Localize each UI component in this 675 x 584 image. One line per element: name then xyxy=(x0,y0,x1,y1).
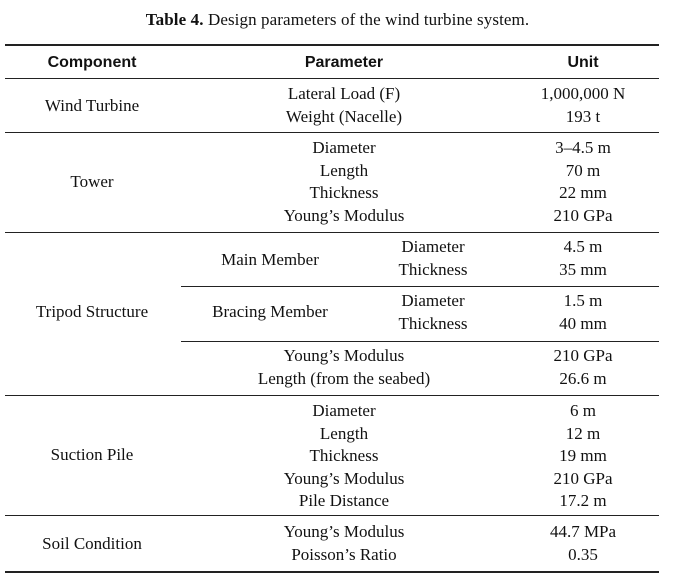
unit-cell: 17.2 m xyxy=(559,491,607,510)
table-top-rule xyxy=(5,44,659,46)
header-rule xyxy=(5,78,659,79)
parameter-cell: Young’s Modulus xyxy=(283,346,405,365)
parameter-cell: Thickness xyxy=(398,313,468,333)
wind-turbine-parameters: Lateral Load (F) Weight (Nacelle) xyxy=(286,83,402,128)
row-divider xyxy=(5,515,659,516)
table-caption: Table 4. Design parameters of the wind t… xyxy=(0,10,675,30)
bracing-member-units: 1.5 m 40 mm xyxy=(559,290,607,335)
parameter-cell: Diameter xyxy=(312,401,376,420)
parameter-cell: Diameter xyxy=(312,138,376,157)
header-unit: Unit xyxy=(567,54,599,71)
main-member-units: 4.5 m 35 mm xyxy=(559,236,607,281)
component-tower: Tower xyxy=(70,172,114,191)
unit-cell: 1.5 m xyxy=(563,291,603,310)
parameter-cell: Length (from the seabed) xyxy=(257,368,431,388)
table-caption-text: Design parameters of the wind turbine sy… xyxy=(207,10,530,29)
main-member-parameters: Diameter Thickness xyxy=(399,236,468,281)
unit-cell: 26.6 m xyxy=(559,368,607,388)
bracing-member-label: Bracing Member xyxy=(212,302,328,321)
row-divider xyxy=(5,132,659,133)
parameter-cell: Weight (Nacelle) xyxy=(285,106,403,126)
parameter-cell: Young’s Modulus xyxy=(283,205,405,225)
header-parameter: Parameter xyxy=(304,54,384,71)
table-bottom-rule xyxy=(5,571,659,573)
main-member-label: Main Member xyxy=(221,250,319,269)
component-wind-turbine: Wind Turbine xyxy=(44,96,140,115)
unit-cell: 44.7 MPa xyxy=(549,522,617,541)
table-caption-label: Table 4. xyxy=(145,10,204,29)
row-divider xyxy=(5,232,659,233)
parameter-cell: Thickness xyxy=(309,183,379,202)
parameter-cell: Young’s Modulus xyxy=(283,468,405,488)
unit-cell: 40 mm xyxy=(559,313,607,333)
suction-pile-parameters: Diameter Length Thickness Young’s Modulu… xyxy=(284,400,405,513)
unit-cell: 210 GPa xyxy=(553,346,613,365)
unit-cell: 6 m xyxy=(570,401,596,420)
suction-pile-units: 6 m 12 m 19 mm 210 GPa 17.2 m xyxy=(553,400,612,513)
wind-turbine-units: 1,000,000 N 193 t xyxy=(541,83,626,128)
unit-cell: 19 mm xyxy=(559,446,607,465)
parameter-cell: Length xyxy=(319,160,369,180)
tripod-units: 210 GPa 26.6 m xyxy=(553,345,612,390)
parameter-cell: Thickness xyxy=(398,259,468,279)
parameter-cell: Length xyxy=(319,423,369,443)
soil-units: 44.7 MPa 0.35 xyxy=(550,521,616,566)
unit-cell: 193 t xyxy=(565,106,601,126)
row-divider xyxy=(5,395,659,396)
soil-parameters: Young’s Modulus Poisson’s Ratio xyxy=(284,521,405,566)
tower-parameters: Diameter Length Thickness Young’s Modulu… xyxy=(284,137,405,227)
component-suction-pile: Suction Pile xyxy=(50,445,134,464)
component-tripod-structure: Tripod Structure xyxy=(35,302,149,321)
parameter-cell: Young’s Modulus xyxy=(283,522,405,541)
parameter-cell: Poisson’s Ratio xyxy=(291,544,397,564)
parameter-cell: Lateral Load (F) xyxy=(287,84,401,103)
unit-cell: 210 GPa xyxy=(553,205,613,225)
parameter-cell: Thickness xyxy=(309,446,379,465)
unit-cell: 4.5 m xyxy=(563,237,603,256)
unit-cell: 210 GPa xyxy=(553,468,613,488)
unit-cell: 70 m xyxy=(565,160,601,180)
unit-cell: 0.35 xyxy=(568,544,598,564)
parameter-cell: Diameter xyxy=(401,291,465,310)
subrow-divider xyxy=(181,341,659,342)
header-component: Component xyxy=(47,54,137,71)
parameter-cell: Pile Distance xyxy=(298,491,390,510)
parameter-cell: Diameter xyxy=(401,237,465,256)
tripod-parameters: Young’s Modulus Length (from the seabed) xyxy=(258,345,430,390)
unit-cell: 1,000,000 N xyxy=(540,84,626,103)
unit-cell: 12 m xyxy=(565,423,601,443)
unit-cell: 35 mm xyxy=(559,259,607,279)
bracing-member-parameters: Diameter Thickness xyxy=(399,290,468,335)
component-soil-condition: Soil Condition xyxy=(42,534,142,553)
subrow-divider xyxy=(181,286,659,287)
unit-cell: 3–4.5 m xyxy=(555,138,611,157)
tower-units: 3–4.5 m 70 m 22 mm 210 GPa xyxy=(553,137,612,227)
unit-cell: 22 mm xyxy=(559,183,607,202)
